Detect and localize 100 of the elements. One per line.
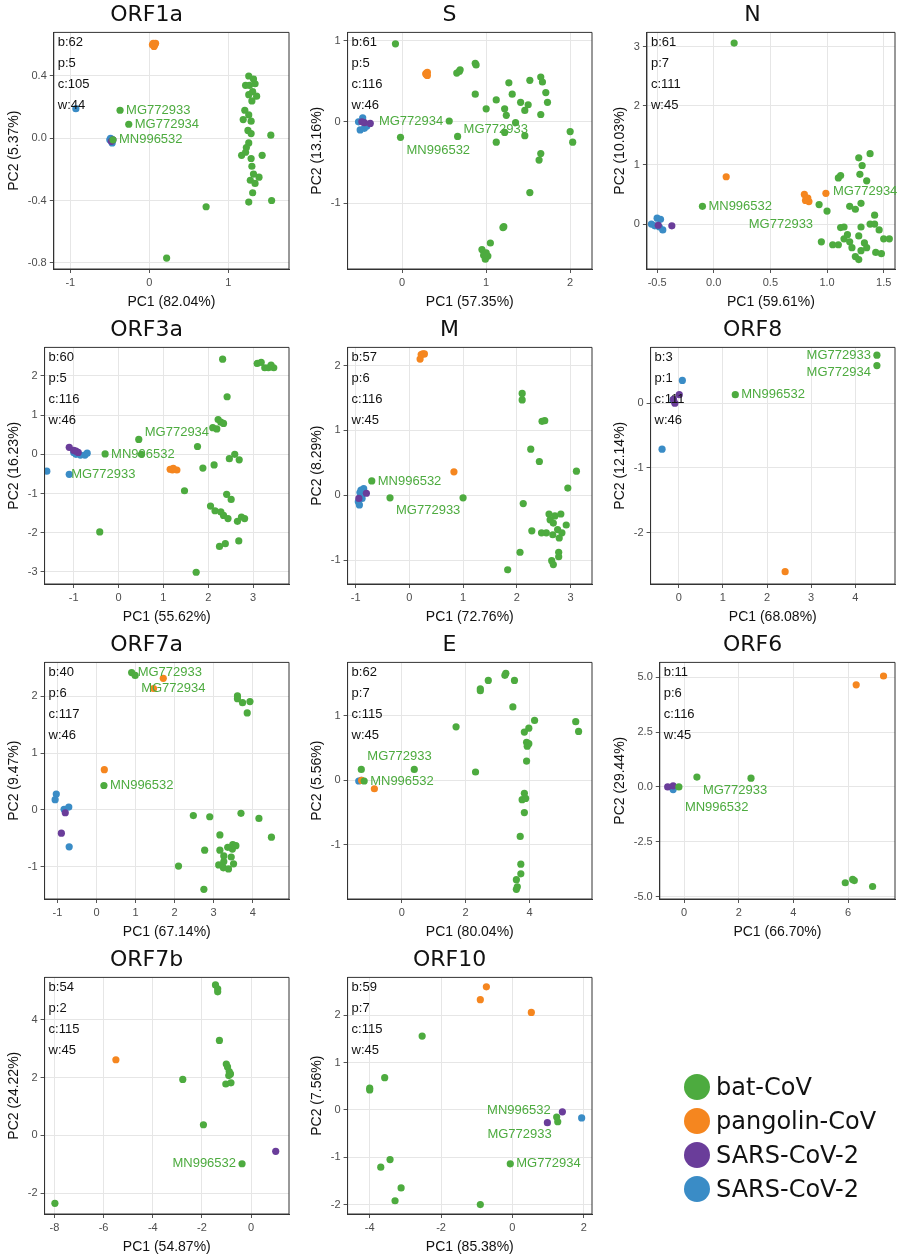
x-tick-label: 1 [483, 275, 490, 288]
annotation: c:105 [57, 75, 90, 91]
y-axis-title: PC2 (8.29%) [308, 425, 325, 506]
x-axis-title: PC1 (54.87%) [122, 1238, 211, 1255]
annotation: b:54 [48, 978, 74, 994]
annotation: c:115 [351, 1020, 383, 1036]
annotation: w:46 [47, 411, 77, 427]
annotation: MG772934 [141, 680, 206, 696]
annotation: p:5 [57, 54, 76, 70]
y-tick-label: 2 [334, 1008, 341, 1021]
legend-label: SARS-CoV-2 [716, 1141, 860, 1169]
annotation: p:6 [351, 369, 370, 385]
x-axis-title: PC1 (80.04%) [425, 923, 514, 940]
chart-title: ORF6 [722, 630, 783, 656]
y-tick-label: -2 [27, 1186, 38, 1199]
annotation: w:44 [56, 96, 86, 112]
x-tick-label: 2 [513, 590, 520, 603]
x-axis-title: PC1 (67.14%) [122, 923, 211, 940]
x-tick-label: 0 [93, 905, 100, 918]
y-tick-label: 0 [31, 802, 38, 815]
x-tick-label: 0 [406, 590, 413, 603]
x-tick-label: -1 [52, 905, 63, 918]
annotation: MN996532 [741, 386, 805, 402]
x-tick-label: 1 [719, 590, 726, 603]
y-tick-label: 2 [633, 98, 640, 111]
y-tick-label: -1 [27, 486, 38, 499]
annotation: MG772933 [806, 346, 871, 362]
y-tick-label: 0 [334, 488, 341, 501]
annotation: b:62 [351, 663, 377, 679]
annotation: w:45 [47, 1041, 77, 1057]
annotation: b:62 [57, 33, 84, 49]
y-tick-label: -1 [330, 837, 341, 850]
annotation: p:2 [48, 999, 67, 1015]
y-tick-label: 2 [31, 1070, 38, 1083]
x-tick-label: -2 [436, 1220, 446, 1233]
y-axis-title: PC2 (5.56%) [308, 740, 325, 821]
y-tick-label: 5.0 [637, 670, 653, 683]
x-tick-label: 4 [249, 905, 256, 918]
y-tick-label: 0 [637, 396, 644, 409]
x-axis-title: PC1 (82.04%) [127, 293, 216, 310]
chart-title: M [440, 315, 459, 341]
y-tick-label: 1 [334, 1055, 341, 1068]
legend-label: bat-CoV [716, 1073, 812, 1101]
x-tick-label: 1 [160, 590, 167, 603]
annotation: p:1 [654, 369, 673, 385]
y-tick-label: -2 [330, 1197, 341, 1210]
y-tick-label: -1 [633, 461, 644, 473]
x-tick-label: -0.5 [647, 275, 667, 288]
x-tick-label: -1 [68, 590, 79, 603]
x-tick-label: 1 [132, 905, 139, 918]
x-tick-label: 0 [146, 275, 153, 288]
annotation: MG772933 [487, 1126, 552, 1142]
annotation: p:6 [663, 684, 682, 700]
x-tick-label: 1.0 [819, 275, 835, 288]
x-tick-label: 0.5 [762, 275, 779, 288]
x-tick-label: 2 [735, 905, 742, 918]
annotation: b:61 [650, 33, 677, 49]
x-tick-label: 0 [115, 590, 122, 603]
y-tick-label: -2.5 [633, 834, 653, 847]
y-tick-label: -1 [27, 859, 38, 872]
annotation: p:5 [48, 369, 67, 385]
x-axis-title: PC1 (57.35%) [425, 293, 514, 310]
x-tick-label: 0 [248, 1220, 255, 1233]
annotation: b:60 [48, 348, 74, 364]
x-tick-label: -4 [364, 1220, 375, 1233]
annotation: p:6 [48, 684, 67, 700]
x-tick-label: 2 [567, 275, 574, 288]
annotation: w:46 [653, 411, 683, 427]
y-tick-label: 1 [31, 746, 38, 759]
annotation: MN996532 [118, 131, 183, 147]
y-tick-label: 1 [334, 708, 341, 721]
y-tick-label: 2 [334, 358, 341, 371]
legend-label: SARS-CoV-2 [716, 1175, 860, 1203]
legend-label: pangolin-CoV [716, 1107, 877, 1135]
x-tick-label: -6 [98, 1220, 109, 1233]
x-tick-label: 2 [580, 1220, 587, 1233]
y-tick-label: 4 [31, 1012, 38, 1025]
x-tick-label: 1.5 [876, 275, 892, 288]
y-tick-label: 0 [31, 447, 38, 460]
annotation: c:116 [351, 390, 383, 406]
x-tick-label: 2 [763, 590, 771, 603]
x-tick-label: -1 [350, 590, 361, 603]
x-tick-label: 0.0 [706, 275, 722, 288]
annotation: c:116 [48, 390, 80, 406]
annotation: p:7 [351, 999, 370, 1015]
annotation: c:115 [351, 705, 383, 721]
chart-title: ORF1a [110, 0, 183, 26]
y-axis-title: PC2 (16.23%) [5, 421, 22, 510]
x-tick-label: 1 [460, 590, 467, 603]
annotation: b:61 [351, 33, 377, 49]
y-tick-label: 1 [31, 408, 38, 421]
y-tick-label: -2 [633, 525, 644, 538]
x-tick-label: 0 [509, 1220, 516, 1233]
x-axis-title: PC1 (59.61%) [726, 293, 815, 310]
chart-title: ORF3a [110, 315, 183, 341]
x-tick-label: 0 [398, 905, 405, 918]
y-axis-title: PC2 (12.14%) [611, 421, 628, 510]
annotation: c:111 [650, 75, 681, 91]
x-tick-label: 3 [567, 590, 574, 603]
chart-title: ORF7a [110, 630, 183, 656]
